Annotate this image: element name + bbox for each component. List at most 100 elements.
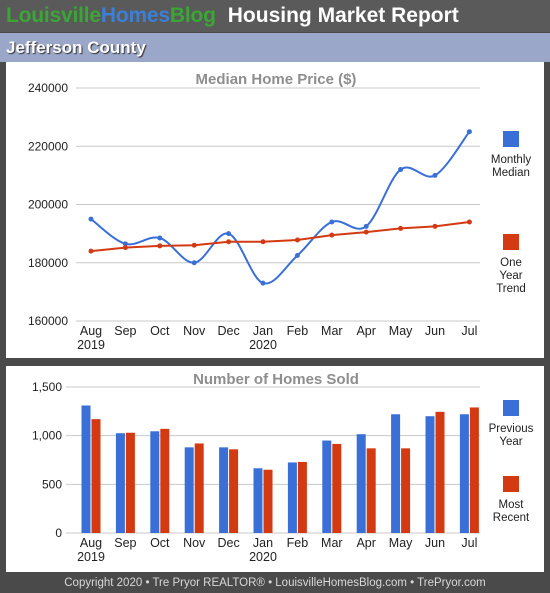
previous-year-bar xyxy=(287,462,297,533)
y-tick-label: 160000 xyxy=(28,314,68,328)
legend-swatch xyxy=(503,234,519,250)
x-tick-label: Jan xyxy=(253,536,273,550)
most-recent-bar xyxy=(297,461,307,533)
y-tick-label: 220000 xyxy=(28,139,68,153)
county-bar: Jefferson County xyxy=(0,33,550,62)
x-tick-label: Oct xyxy=(150,324,170,338)
previous-year-bar xyxy=(356,434,366,533)
most-recent-bar xyxy=(332,443,342,533)
x-tick-label: Nov xyxy=(183,324,206,338)
one-year-trend-line xyxy=(90,220,470,253)
monthly-median-point xyxy=(226,231,232,237)
most-recent-bar xyxy=(91,419,101,533)
most-recent-bar xyxy=(366,448,376,533)
monthly-median-point xyxy=(157,235,163,241)
previous-year-bar xyxy=(219,447,229,533)
previous-year-bar xyxy=(184,447,194,533)
monthly-median-point xyxy=(398,167,404,173)
homes-sold-chart: Number of Homes Sold 0 500 1,000 1,500 Aug Sep… xyxy=(32,371,534,564)
x-tick-label: Oct xyxy=(150,536,170,550)
y-tick-label: 240000 xyxy=(28,81,68,95)
county-label: Jefferson County xyxy=(6,38,146,57)
y-tick-label: 1,000 xyxy=(32,429,62,443)
x-tick-label: May xyxy=(389,536,413,550)
brand-part-louisville: Louisville xyxy=(6,4,101,27)
x-tick-label: Apr xyxy=(356,536,375,550)
legend-label: Previous Year xyxy=(489,423,534,448)
monthly-median-point xyxy=(329,219,335,225)
x-tick-label: Nov xyxy=(183,536,206,550)
x-year-label: 2019 xyxy=(77,338,105,352)
monthly-median-point xyxy=(363,223,369,229)
x-tick-label: Sep xyxy=(114,536,136,550)
x-tick-label: Aug xyxy=(80,324,102,338)
x-tick-label: Jun xyxy=(425,324,445,338)
monthly-median-point xyxy=(191,260,197,266)
most-recent-bar xyxy=(194,443,204,533)
previous-year-bar xyxy=(115,433,125,533)
monthly-median-point xyxy=(260,280,266,286)
one-year-trend-point xyxy=(226,239,232,245)
x-tick-label: Jun xyxy=(425,536,445,550)
one-year-trend-point xyxy=(398,225,404,231)
monthly-median-point xyxy=(432,172,438,178)
x-tick-label: Jan xyxy=(253,324,273,338)
x-tick-label: Jul xyxy=(461,536,477,550)
one-year-trend-point xyxy=(88,248,94,254)
legend-label: Monthly Median xyxy=(491,154,532,179)
x-tick-label: Mar xyxy=(321,536,343,550)
one-year-trend-point xyxy=(191,242,197,248)
legend-label: Most Recent xyxy=(493,499,530,524)
one-year-trend-point xyxy=(363,229,369,235)
y-tick-label: 0 xyxy=(55,526,62,540)
x-year-label: 2019 xyxy=(77,550,105,564)
x-tick-label: Dec xyxy=(217,536,239,550)
monthly-median-point xyxy=(466,129,472,135)
legend-label: One Year Trend xyxy=(496,257,526,295)
most-recent-bar xyxy=(435,411,445,533)
y-tick-label: 1,500 xyxy=(32,380,62,394)
one-year-trend-point xyxy=(122,245,128,251)
chart-title: Number of Homes Sold xyxy=(193,371,359,388)
most-recent-bar xyxy=(263,469,273,533)
legend-swatch xyxy=(503,400,519,416)
x-tick-label: Apr xyxy=(356,324,375,338)
most-recent-bar xyxy=(160,428,170,533)
brand-part-homes: Homes xyxy=(100,4,170,27)
most-recent-bar xyxy=(125,432,135,533)
brand-part-blog: Blog xyxy=(169,4,216,27)
x-tick-label: Dec xyxy=(217,324,239,338)
y-tick-label: 200000 xyxy=(28,198,68,212)
y-tick-label: 500 xyxy=(42,477,62,491)
monthly-median-line xyxy=(90,131,471,285)
x-year-label: 2020 xyxy=(249,550,277,564)
monthly-median-point xyxy=(294,252,300,258)
previous-year-bar xyxy=(459,414,469,533)
previous-year-bar xyxy=(150,431,160,533)
x-tick-label: Feb xyxy=(287,536,309,550)
x-tick-label: Feb xyxy=(287,324,309,338)
previous-year-bar xyxy=(81,405,91,533)
one-year-trend-point xyxy=(294,237,300,243)
previous-year-bar xyxy=(425,416,435,533)
most-recent-bar xyxy=(469,407,479,533)
report-header: LouisvilleHomesBlog Housing Market Repor… xyxy=(0,0,550,32)
monthly-median-point xyxy=(88,216,94,222)
x-tick-label: Aug xyxy=(80,536,102,550)
homes-sold-panel: Number of Homes Sold 0 500 1,000 1,500 Aug Sep… xyxy=(6,366,544,572)
one-year-trend-point xyxy=(157,243,163,249)
one-year-trend-point xyxy=(260,239,266,245)
chart-title: Median Home Price ($) xyxy=(196,71,357,88)
previous-year-bar xyxy=(253,468,263,533)
legend-swatch xyxy=(503,476,519,492)
y-tick-label: 180000 xyxy=(28,256,68,270)
monthly-median-point xyxy=(122,241,128,247)
x-year-label: 2020 xyxy=(249,338,277,352)
most-recent-bar xyxy=(229,449,239,533)
footer-copyright: Copyright 2020 • Tre Pryor REALTOR® • Lo… xyxy=(64,577,486,589)
legend-swatch xyxy=(503,131,519,147)
previous-year-bar xyxy=(391,414,401,533)
median-price-chart: Median Home Price ($) 160000 180000 200000 2… xyxy=(28,71,532,352)
x-tick-label: Sep xyxy=(114,324,136,338)
